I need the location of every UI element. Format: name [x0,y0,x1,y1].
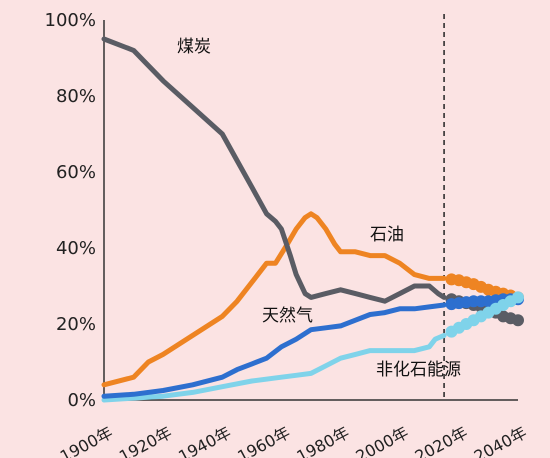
series-line-nonfossil [101,332,447,403]
series-label-oil: 石油 [370,225,404,245]
x-tick-label: 1900年 [57,423,116,458]
series-label-coal: 煤炭 [177,37,211,57]
x-tick-label: 2020年 [412,423,471,458]
forecast-marker-nonfossil [512,291,524,304]
y-tick-label: 20% [56,314,96,335]
series-label-gas: 天然气 [262,306,313,326]
x-tick-label: 2000年 [353,423,412,458]
y-tick-label: 60% [56,162,96,183]
x-tick-label: 2040年 [471,423,530,458]
y-tick-label: 80% [56,86,96,107]
x-tick-labels: 1900年 1920年 1940年 1960年 1980年 2000年 2020年 2040年 [57,423,530,458]
y-tick-labels: 0% 20% 40% 60% 80% 100% [45,10,96,411]
y-tick-label: 100% [45,10,96,31]
series-line-oil [101,211,447,388]
forecast-markers [445,273,524,338]
series-lines [101,36,447,403]
y-tick-label: 40% [56,238,96,259]
series-line-coal [101,36,447,304]
y-tick-label: 0% [67,390,96,411]
x-tick-label: 1980年 [293,423,352,458]
x-tick-label: 1920年 [116,423,175,458]
series-label-nonfossil: 非化石能源 [376,360,461,380]
x-tick-label: 1940年 [175,423,234,458]
forecast-marker-coal [512,314,524,327]
series-line-gas [101,302,447,399]
axes [103,20,518,401]
x-tick-label: 1960年 [234,423,293,458]
